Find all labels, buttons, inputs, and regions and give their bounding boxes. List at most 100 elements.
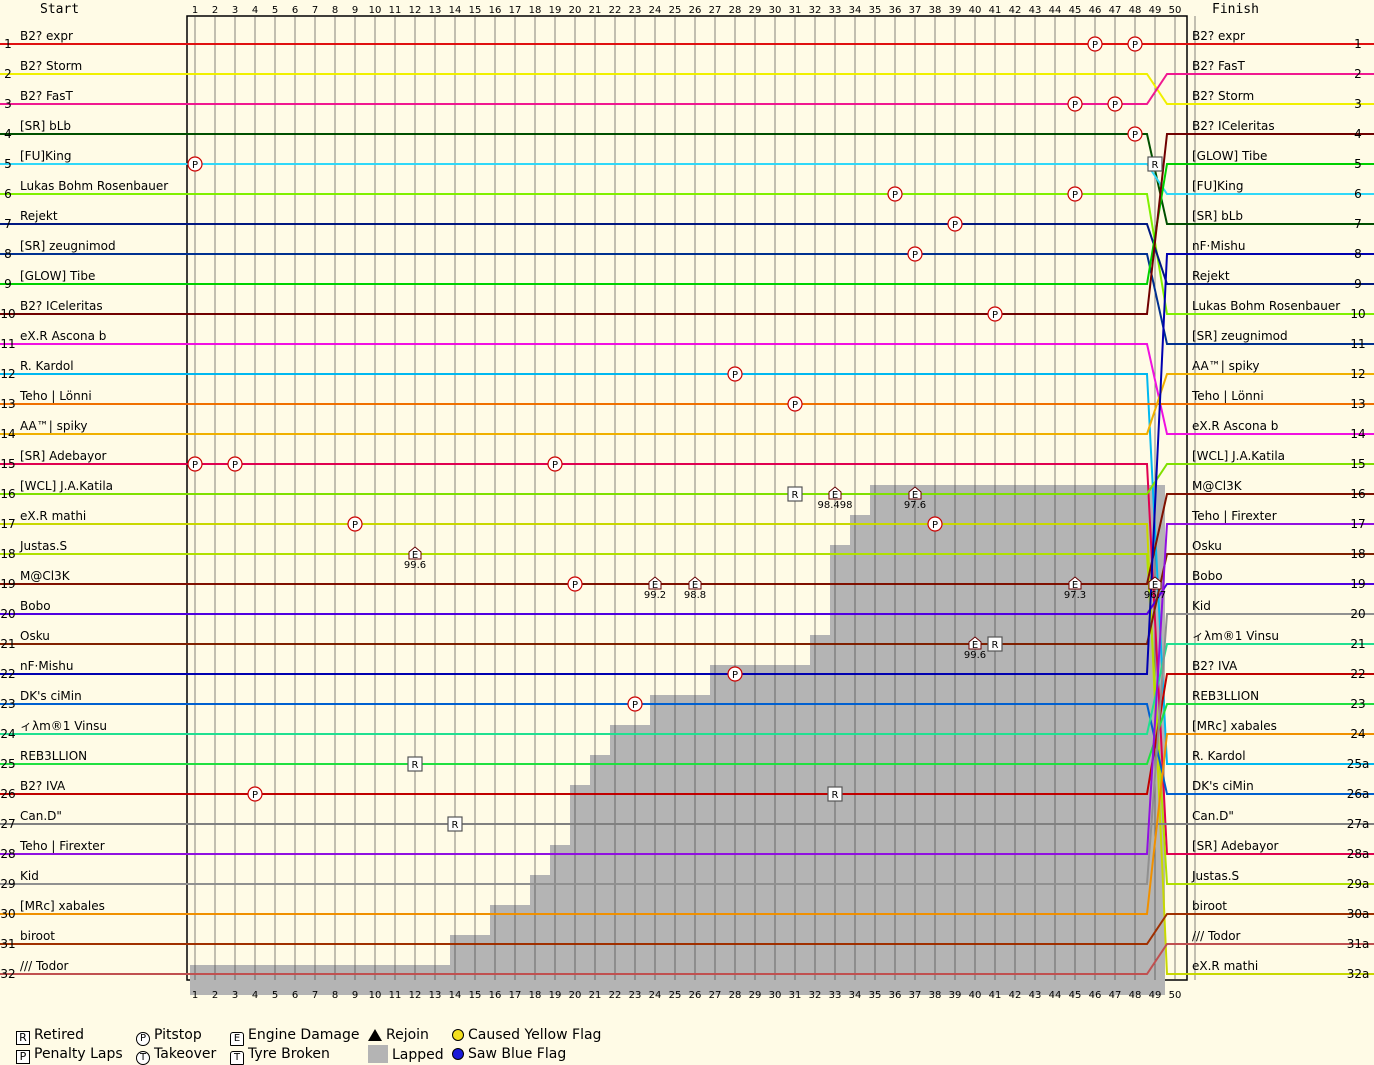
driver-trace: [187, 553, 1187, 885]
lap-tick-top: 39: [949, 5, 962, 16]
driver-trace: [187, 553, 1187, 645]
finish-position-number: 8: [1354, 247, 1362, 261]
pitstop-marker: [567, 576, 583, 592]
finish-driver-name: B2? expr: [1192, 29, 1245, 43]
retired-marker: [987, 636, 1003, 652]
start-position-number: 22: [0, 667, 15, 681]
start-driver-name: biroot: [20, 929, 55, 943]
lap-tick-top: 30: [769, 5, 782, 16]
lap-tick-bottom: 19: [549, 990, 562, 1001]
lap-tick-bottom: 10: [369, 990, 382, 1001]
lap-tick-top: 38: [929, 5, 942, 16]
engine-damage-value: 97.3: [1064, 590, 1086, 601]
lap-tick-top: 36: [889, 5, 902, 16]
finish-driver-name: M@Cl3K: [1192, 479, 1243, 493]
lap-tick-bottom: 32: [809, 990, 822, 1001]
pitstop-marker-label: P: [1092, 40, 1098, 51]
finish-position-number: 13: [1350, 397, 1365, 411]
start-position-number: 24: [0, 727, 15, 741]
lap-tick-bottom: 17: [509, 990, 522, 1001]
finish-driver-name: Bobo: [1192, 569, 1223, 583]
lap-tick-top: 14: [449, 5, 462, 16]
driver-trace: [187, 613, 1187, 885]
finish-driver-name: Osku: [1192, 539, 1222, 553]
finish-driver-name: [MRc] xabales: [1192, 719, 1277, 733]
legend-takeover: T Takeover: [136, 1045, 216, 1065]
penalty-icon: P: [16, 1050, 30, 1064]
pitstop-marker: [227, 456, 243, 472]
start-driver-name: Can.D": [20, 809, 62, 823]
finish-position-number: 14: [1350, 427, 1365, 441]
start-position-number: 10: [0, 307, 15, 321]
pitstop-marker: [1127, 126, 1143, 142]
lap-tick-bottom: 46: [1089, 990, 1102, 1001]
engine-damage-glyph: E: [972, 640, 978, 651]
start-driver-name: [GLOW] Tibe: [20, 269, 95, 283]
lap-tick-top: 15: [469, 5, 482, 16]
start-position-number: 18: [0, 547, 15, 561]
finish-position-number: 1: [1354, 37, 1362, 51]
lapped-cell: [830, 605, 1165, 635]
lap-tick-top: 35: [869, 5, 882, 16]
legend-pitstop: P Pitstop: [136, 1026, 202, 1046]
legend-rejoin-label: Rejoin: [386, 1027, 429, 1043]
start-driver-name: [SR] Adebayor: [20, 449, 107, 463]
lap-tick-bottom: 50: [1169, 990, 1182, 1001]
driver-trace: [187, 373, 1187, 765]
lap-tick-bottom: 11: [389, 990, 402, 1001]
legend-pitstop-label: Pitstop: [154, 1027, 202, 1043]
driver-trace: [187, 493, 1187, 585]
lap-tick-bottom: 3: [232, 990, 238, 1001]
lap-tick-top: 26: [689, 5, 702, 16]
retired-marker-label: R: [832, 790, 839, 801]
start-position-number: 7: [4, 217, 12, 231]
start-driver-name: eX.R mathi: [20, 509, 86, 523]
engine-damage-value: 98.8: [684, 590, 706, 601]
lap-tick-top: 19: [549, 5, 562, 16]
finish-position-number: 20: [1350, 607, 1365, 621]
pitstop-marker-label: P: [552, 460, 558, 471]
start-driver-name: Teho | Firexter: [19, 839, 105, 853]
pitstop-marker-label: P: [1132, 130, 1138, 141]
start-position-number: 11: [0, 337, 15, 351]
lap-tick-top: 47: [1109, 5, 1122, 16]
pitstop-marker: [927, 516, 943, 532]
start-position-number: 31: [0, 937, 15, 951]
finish-driver-name: eX.R mathi: [1192, 959, 1258, 973]
lapped-cell: [650, 695, 1165, 725]
lap-tick-top: 24: [649, 5, 662, 16]
lap-tick-bottom: 49: [1149, 990, 1162, 1001]
start-driver-name: Bobo: [20, 599, 51, 613]
retired-marker-label: R: [992, 640, 999, 651]
engine-damage-value: 97.6: [904, 500, 926, 511]
start-driver-name: B2? expr: [20, 29, 73, 43]
lap-tick-top: 9: [352, 5, 358, 16]
driver-trace: [187, 703, 1187, 765]
engine-damage-marker: [828, 486, 842, 500]
pitstop-marker-label: P: [192, 160, 198, 171]
lap-tick-top: 23: [629, 5, 642, 16]
lap-tick-top: 5: [272, 5, 278, 16]
lap-tick-bottom: 44: [1049, 990, 1062, 1001]
lap-tick-bottom: 7: [312, 990, 318, 1001]
finish-position-number: 24: [1350, 727, 1365, 741]
pitstop-icon: P: [136, 1032, 150, 1046]
lap-tick-top: 8: [332, 5, 338, 16]
race-position-chart: 1122334455667788991010111112121313141415…: [0, 2, 1374, 1001]
engine-damage-value: 99.6: [404, 560, 426, 571]
pitstop-marker: [1067, 96, 1083, 112]
pitstop-marker: [187, 456, 203, 472]
lap-tick-bottom: 6: [292, 990, 298, 1001]
lap-tick-top: 16: [489, 5, 502, 16]
pitstop-marker: [187, 156, 203, 172]
finish-driver-name: B2? IVA: [1192, 659, 1238, 673]
finish-position-number: 23: [1350, 697, 1365, 711]
start-driver-name: Justas.S: [19, 539, 67, 553]
pitstop-marker: [947, 216, 963, 232]
engine-damage-glyph: E: [1152, 580, 1158, 591]
legend-blue: Saw Blue Flag: [452, 1045, 566, 1063]
driver-trace: [187, 73, 1187, 105]
driver-trace: [187, 373, 1187, 435]
engine-damage-value: 96.7: [1144, 590, 1166, 601]
finish-position-number: 3: [1354, 97, 1362, 111]
